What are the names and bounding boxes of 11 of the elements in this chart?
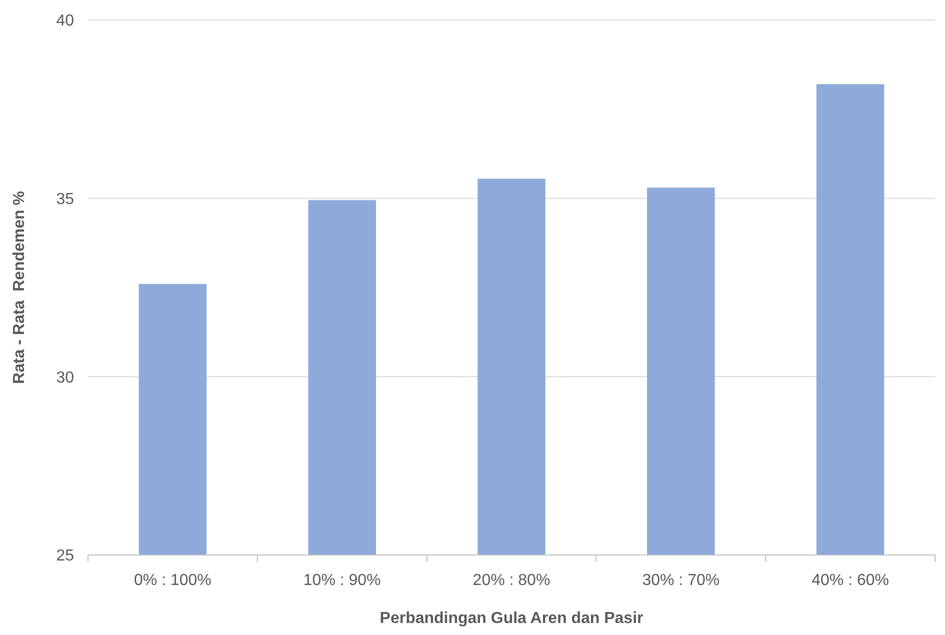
y-axis-title: Rata - Rata Rendemen %: [11, 191, 28, 384]
x-tick-label: 40% : 60%: [812, 572, 889, 589]
y-tick-label: 40: [56, 12, 74, 30]
y-tick-label: 35: [56, 190, 74, 208]
y-tick-label: 30: [56, 369, 74, 386]
y-tick-label: 25: [56, 548, 74, 565]
x-tick-label: 0% : 100%: [134, 572, 212, 589]
x-axis-title: Perbandingan Gula Aren dan Pasir: [380, 610, 644, 627]
x-tick-label: 30% : 70%: [642, 572, 720, 589]
x-tick-label: 10% : 90%: [303, 572, 381, 589]
x-tick-label: 20% : 80%: [472, 572, 550, 589]
